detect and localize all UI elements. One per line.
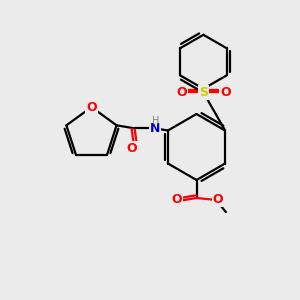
Text: O: O [171,193,182,206]
Text: O: O [126,142,137,155]
Text: O: O [176,86,187,99]
Text: S: S [199,86,208,99]
Text: O: O [86,100,97,114]
Text: O: O [213,193,224,206]
Text: O: O [220,86,231,99]
Text: N: N [150,122,160,135]
Text: H: H [152,116,159,126]
